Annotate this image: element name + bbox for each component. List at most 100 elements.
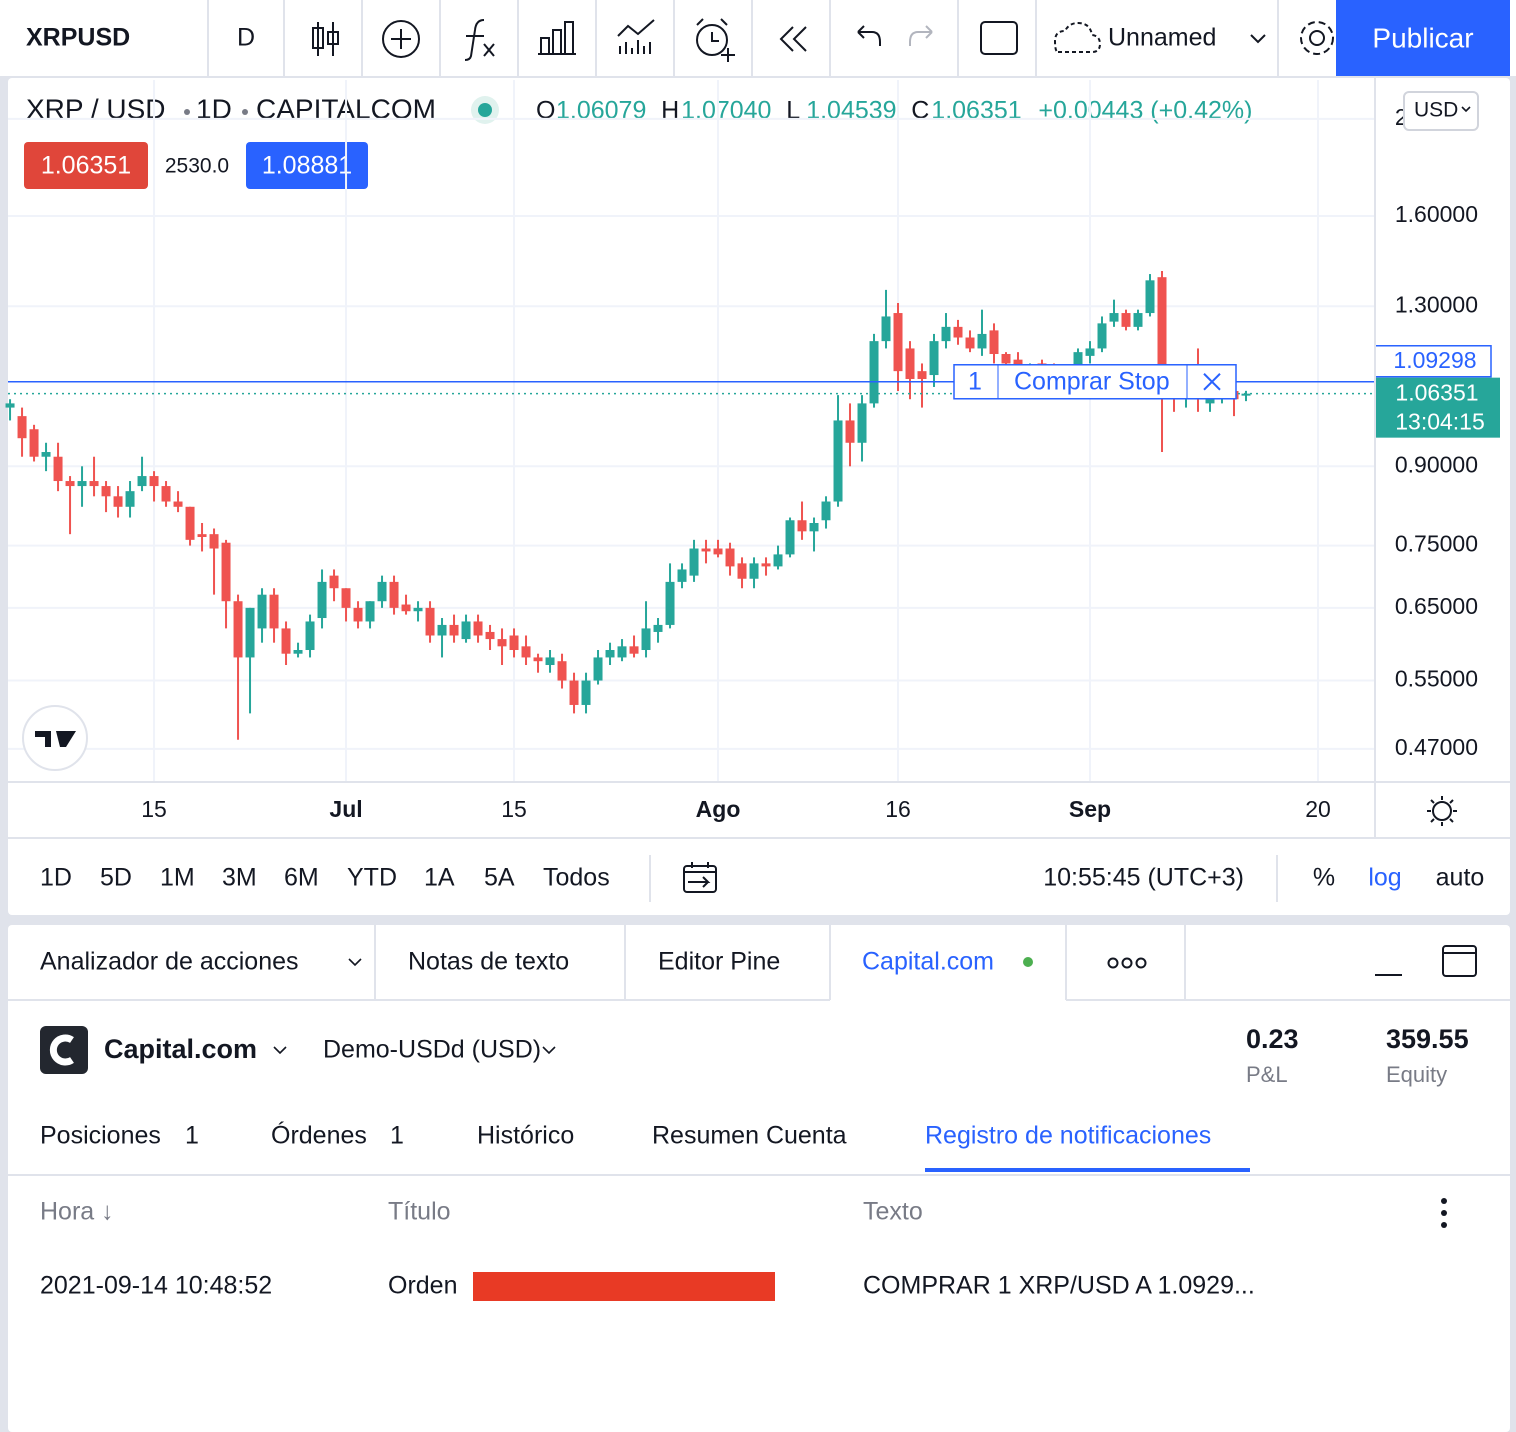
candle-body <box>569 680 579 705</box>
tab[interactable]: Editor Pine <box>658 948 780 976</box>
order-tag[interactable] <box>953 364 1237 400</box>
candle-body <box>905 348 915 379</box>
change: +0.00443 (+0.42%) <box>1038 97 1252 125</box>
chevron <box>1461 106 1471 113</box>
tab[interactable]: Analizador de acciones <box>40 948 299 976</box>
y-tick-label: 0.55000 <box>1395 666 1478 692</box>
y-tick-label: 0.90000 <box>1395 451 1478 477</box>
indicators-icon[interactable] <box>464 19 495 61</box>
pnl-label: P&L <box>1246 1062 1288 1087</box>
layout-icon[interactable] <box>980 21 1018 55</box>
y-tick-label: 1.30000 <box>1395 291 1478 317</box>
chevron[interactable] <box>1250 34 1266 44</box>
percent-toggle[interactable]: % <box>1313 864 1335 892</box>
candle-body <box>785 520 795 555</box>
chevron[interactable] <box>542 1046 556 1055</box>
chevron[interactable] <box>273 1046 287 1055</box>
candle-body <box>233 601 243 658</box>
undo-icon[interactable] <box>857 25 881 46</box>
maximize-icon[interactable] <box>1442 945 1477 977</box>
candle-body <box>1205 399 1215 404</box>
candle-body <box>941 326 951 342</box>
candle-body <box>893 313 903 372</box>
candle-body <box>641 628 651 651</box>
candle-body <box>497 639 507 647</box>
tradingview-logo[interactable] <box>22 705 88 771</box>
subtab[interactable]: Histórico <box>477 1122 574 1150</box>
interval-button[interactable]: D <box>237 24 255 52</box>
clock[interactable]: 10:55:45 (UTC+3) <box>1043 864 1244 892</box>
x-tick-label: Ago <box>696 796 741 822</box>
equity-value: 359.55 <box>1386 1024 1469 1054</box>
publish-button[interactable] <box>1336 0 1510 76</box>
column-header[interactable]: Hora ↓ <box>40 1198 114 1226</box>
candle-body <box>965 337 975 349</box>
range-button[interactable]: YTD <box>347 864 397 892</box>
currency-button[interactable] <box>1403 91 1479 131</box>
subtab-active[interactable]: Registro de notificaciones <box>925 1122 1211 1150</box>
range-button[interactable]: 5A <box>484 864 515 892</box>
candle-body <box>953 326 963 338</box>
subtab[interactable]: Resumen Cuenta <box>652 1122 847 1150</box>
candle-body <box>509 635 519 651</box>
ohlc-label: L <box>786 97 800 125</box>
symbol[interactable]: XRPUSD <box>26 24 130 52</box>
x-tick-label: 20 <box>1305 796 1331 822</box>
range-button[interactable]: 3M <box>222 864 257 892</box>
sell-button[interactable] <box>24 142 148 189</box>
settings-icon[interactable] <box>1300 21 1334 55</box>
account[interactable]: Demo-USDd (USD) <box>323 1036 541 1064</box>
buy-button[interactable] <box>246 142 368 189</box>
range-button[interactable]: 6M <box>284 864 319 892</box>
range-button[interactable]: 1A <box>424 864 455 892</box>
axis-settings-icon[interactable] <box>1427 796 1457 826</box>
buy-price[interactable]: 1.08881 <box>262 152 352 180</box>
candle-body <box>1109 313 1119 322</box>
strategy-icon[interactable] <box>617 19 655 54</box>
subtab-count: 1 <box>185 1122 199 1150</box>
range-button[interactable]: 1D <box>40 864 72 892</box>
range-button[interactable]: 5D <box>100 864 132 892</box>
broker[interactable]: Capital.com <box>104 1034 257 1064</box>
candle-body <box>365 601 375 622</box>
candle-body <box>389 581 399 608</box>
alert-icon[interactable] <box>696 18 735 62</box>
y-tick-label: 1.60000 <box>1395 201 1478 227</box>
range-button[interactable]: 1M <box>160 864 195 892</box>
chart-panel <box>8 78 1510 915</box>
order-cancel[interactable] <box>1203 373 1221 391</box>
tab[interactable]: Notas de texto <box>408 948 569 976</box>
subtab[interactable]: Órdenes <box>271 1121 367 1150</box>
candle-body <box>257 594 267 629</box>
candle-body <box>197 534 207 537</box>
date-range-icon[interactable] <box>683 862 717 893</box>
tradingview-mark <box>35 731 76 747</box>
sell-price[interactable]: 1.06351 <box>41 152 131 180</box>
templates-icon[interactable] <box>538 21 576 55</box>
candle-body <box>761 563 771 567</box>
compare-icon[interactable] <box>382 20 420 58</box>
candle-body <box>161 486 171 502</box>
subtab[interactable]: Posiciones <box>40 1122 161 1150</box>
tab-active[interactable]: Capital.com <box>862 948 994 976</box>
currency[interactable]: USD <box>1414 99 1458 122</box>
redo-icon[interactable] <box>909 25 933 46</box>
more-icon[interactable] <box>1107 957 1147 969</box>
candle-body <box>329 575 339 589</box>
log-toggle[interactable]: log <box>1368 864 1401 892</box>
replay-icon[interactable] <box>779 26 807 52</box>
publish-label[interactable]: Publicar <box>1372 22 1473 53</box>
layout-name[interactable]: Unnamed <box>1108 24 1216 52</box>
dot <box>184 109 190 115</box>
chart-type-icon[interactable] <box>312 22 339 56</box>
range-button[interactable]: Todos <box>543 864 610 892</box>
chevron[interactable] <box>348 958 362 967</box>
candle-body <box>41 452 51 457</box>
candle-body <box>737 563 747 579</box>
countdown: 13:04:15 <box>1395 409 1485 435</box>
last-price-box <box>1375 377 1500 438</box>
auto-toggle[interactable]: auto <box>1436 864 1485 892</box>
ohlc-legend: O 1.06079 H 1.07040 L 1.04539 C 1.06351 +0.00443… <box>536 97 1252 125</box>
table-menu[interactable] <box>1441 1198 1447 1228</box>
candle-body <box>401 604 411 612</box>
